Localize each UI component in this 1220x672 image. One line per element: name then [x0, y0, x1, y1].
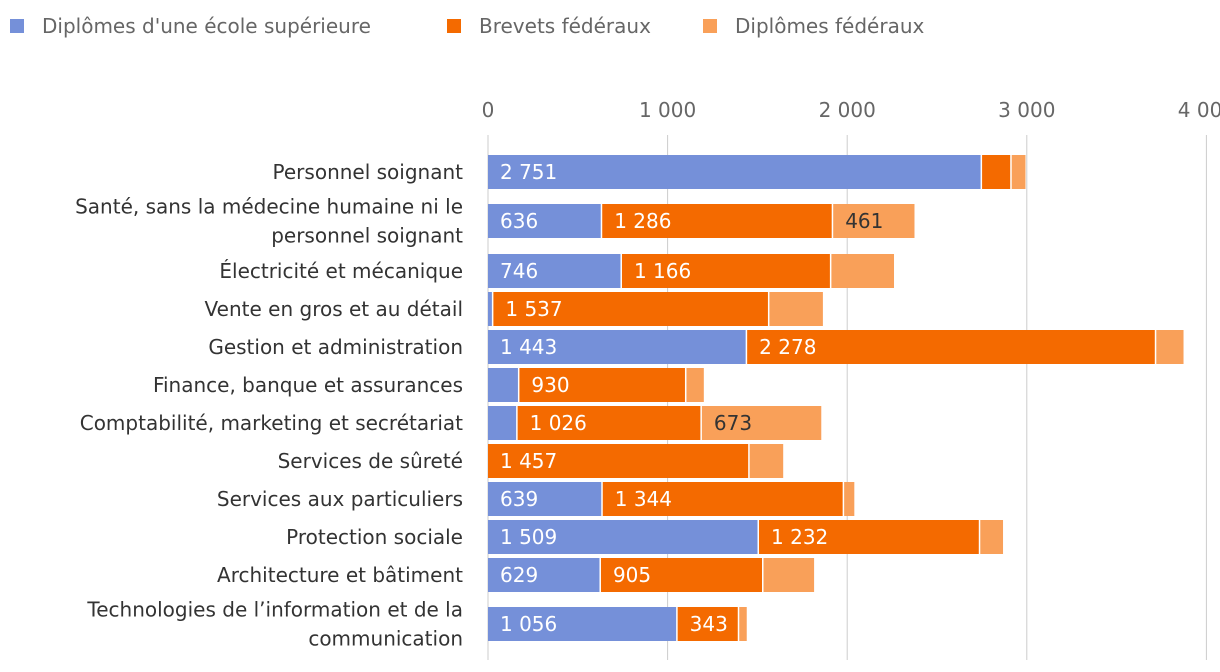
bar-11-2	[739, 607, 747, 641]
x-tick-label-2: 2 000	[819, 98, 876, 122]
data-label-1-0: 636	[500, 209, 538, 233]
x-tick-label-4: 4 000	[1178, 98, 1220, 122]
data-label-1-1: 1 286	[614, 209, 671, 233]
category-labels: Personnel soignant Santé, sans la médecin…	[75, 160, 463, 651]
data-label-11-1: 343	[690, 612, 728, 636]
x-axis-ticks: 0 1 000 2 000 3 000 4 000	[482, 98, 1220, 122]
bar-0-0	[488, 155, 981, 189]
bar-3-0	[488, 292, 492, 326]
bar-9-2	[980, 520, 1004, 554]
bar-10-2	[763, 558, 815, 592]
bar-0-2	[1011, 155, 1026, 189]
bar-11-1	[677, 607, 738, 641]
bar-7-2	[749, 444, 784, 478]
data-label-0-0: 2 751	[500, 160, 557, 184]
bar-3-1	[493, 292, 768, 326]
category-label-6: Comptabilité, marketing et secrétariat	[80, 411, 463, 435]
bar-2-1	[621, 254, 830, 288]
legend-swatch-2	[703, 19, 717, 33]
legend-swatch-0	[10, 19, 24, 33]
data-label-4-0: 1 443	[500, 335, 557, 359]
bar-6-0	[488, 406, 517, 440]
bar-11-0	[488, 607, 677, 641]
x-tick-label-1: 1 000	[639, 98, 696, 122]
data-label-5-1: 930	[531, 373, 569, 397]
category-label-2: Électricité et mécanique	[219, 259, 463, 283]
category-label-1: Santé, sans la médecine humaine ni le per…	[75, 195, 463, 248]
bar-5-2	[686, 368, 704, 402]
data-label-8-0: 639	[500, 487, 538, 511]
data-label-4-1: 2 278	[759, 335, 816, 359]
bar-5-1	[519, 368, 685, 402]
bar-8-0	[488, 482, 602, 516]
data-label-1-2: 461	[845, 209, 883, 233]
data-label-8-1: 1 344	[615, 487, 672, 511]
bar-9-0	[488, 520, 758, 554]
data-label-6-1: 1 026	[530, 411, 587, 435]
bar-6-2	[701, 406, 822, 440]
category-label-7: Services de sûreté	[278, 449, 463, 473]
bar-1-0	[488, 204, 601, 238]
data-label-3-1: 1 537	[505, 297, 562, 321]
data-label-2-0: 746	[500, 259, 538, 283]
bar-3-2	[769, 292, 823, 326]
data-label-10-1: 905	[613, 563, 651, 587]
category-label-0: Personnel soignant	[273, 160, 464, 184]
bar-4-0	[488, 330, 746, 364]
data-label-6-2: 673	[714, 411, 752, 435]
bar-5-0	[488, 368, 518, 402]
data-label-9-1: 1 232	[771, 525, 828, 549]
bar-2-0	[488, 254, 621, 288]
data-label-7-1: 1 457	[500, 449, 557, 473]
data-label-11-0: 1 056	[500, 612, 557, 636]
x-tick-label-3: 3 000	[998, 98, 1055, 122]
legend: Diplômes d'une école supérieure Brevets f…	[10, 14, 925, 38]
bar-6-1	[517, 406, 701, 440]
legend-label-1: Brevets fédéraux	[479, 14, 651, 38]
category-label-4: Gestion et administration	[208, 335, 463, 359]
bar-0-1	[982, 155, 1011, 189]
data-label-10-0: 629	[500, 563, 538, 587]
legend-label-2: Diplômes fédéraux	[735, 14, 925, 38]
category-label-9: Protection sociale	[286, 525, 463, 549]
bar-8-1	[602, 482, 843, 516]
bar-1-1	[602, 204, 832, 238]
legend-swatch-1	[447, 19, 461, 33]
category-label-5: Finance, banque et assurances	[153, 373, 463, 397]
data-label-2-1: 1 166	[634, 259, 691, 283]
bar-8-2	[844, 482, 855, 516]
data-label-9-0: 1 509	[500, 525, 557, 549]
legend-label-0: Diplômes d'une école supérieure	[42, 14, 371, 38]
category-label-11: Technologies de l’information et de la co…	[86, 598, 463, 651]
bar-10-0	[488, 558, 600, 592]
bars: 2 751 636 1 286 461 746 1 166 1 537 1 443 2 278 9…	[488, 155, 1184, 641]
bar-2-2	[831, 254, 895, 288]
bar-7-1	[488, 444, 749, 478]
bar-9-1	[759, 520, 979, 554]
x-tick-label-0: 0	[482, 98, 495, 122]
category-label-8: Services aux particuliers	[217, 487, 463, 511]
bar-4-2	[1156, 330, 1184, 364]
category-label-10: Architecture et bâtiment	[217, 563, 463, 587]
bar-1-2	[833, 204, 915, 238]
bar-10-1	[600, 558, 763, 592]
category-label-3: Vente en gros et au détail	[205, 297, 463, 321]
bar-4-1	[747, 330, 1155, 364]
